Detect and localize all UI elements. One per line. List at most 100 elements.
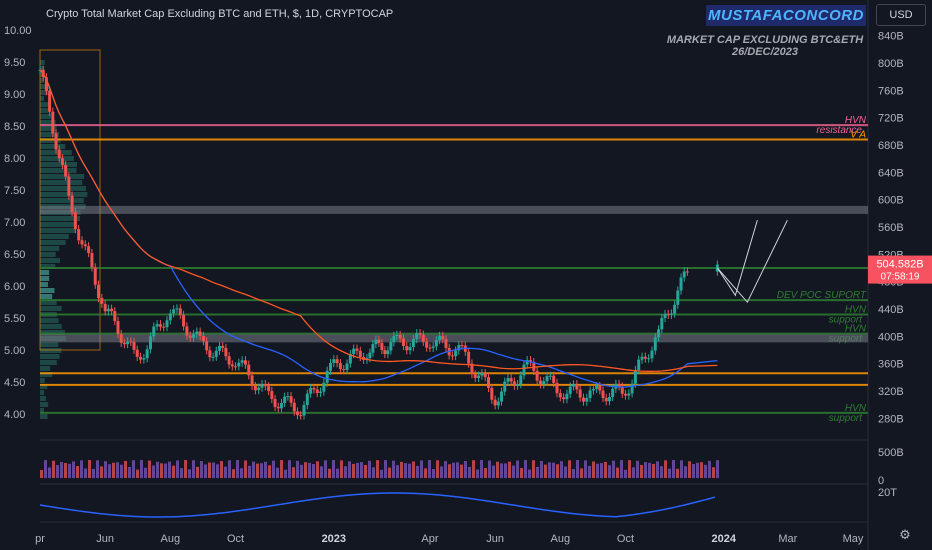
volume-bar xyxy=(328,469,331,478)
candle-body xyxy=(202,336,205,341)
candle-body xyxy=(84,244,87,246)
projection-arrow xyxy=(717,220,757,295)
volume-profile-bar xyxy=(40,186,86,191)
candle-body xyxy=(172,309,175,313)
candle-body xyxy=(494,400,497,406)
volume-bar xyxy=(436,460,439,478)
candle-body xyxy=(549,376,552,377)
currency-selector[interactable]: USD xyxy=(876,4,926,26)
candle-body xyxy=(500,392,503,402)
moving-average-line xyxy=(40,70,717,372)
y-tick-label: 840B xyxy=(878,31,904,43)
volume-bar xyxy=(60,462,63,478)
volume-bar xyxy=(508,462,511,478)
volume-bar xyxy=(232,469,235,478)
y-tick-label: 600B xyxy=(878,195,904,207)
volume-bar xyxy=(392,461,395,478)
volume-profile-bar xyxy=(40,192,87,197)
x-tick-label: Aug xyxy=(161,533,181,545)
candle-body xyxy=(506,378,509,381)
volume-bar xyxy=(520,468,523,478)
volume-bar xyxy=(528,469,531,478)
candle-body xyxy=(270,391,273,399)
volume-bar xyxy=(676,469,679,478)
candle-body xyxy=(107,309,110,312)
candle-body xyxy=(487,377,490,388)
volume-bar xyxy=(268,465,271,478)
candle-body xyxy=(415,333,418,339)
volume-bar xyxy=(588,466,591,478)
volume-bar xyxy=(608,465,611,478)
volume-bar xyxy=(656,461,659,478)
volume-bar xyxy=(524,460,527,478)
volume-bar xyxy=(220,461,223,478)
volume-tick-label: 500B xyxy=(878,447,904,459)
volume-bar xyxy=(556,464,559,478)
volume-bar xyxy=(412,461,415,478)
candle-body xyxy=(120,334,123,343)
volume-bar xyxy=(300,465,303,478)
y-tick-label: 640B xyxy=(878,167,904,179)
y-tick-label: 440B xyxy=(878,304,904,316)
candle-body xyxy=(377,340,380,343)
volume-profile-bar xyxy=(40,108,48,113)
candle-body xyxy=(539,381,542,385)
candle-body xyxy=(634,370,637,384)
volume-bar xyxy=(628,460,631,478)
y-left-tick-label: 5.00 xyxy=(4,345,25,357)
candle-body xyxy=(598,386,601,391)
candle-body xyxy=(267,386,270,391)
x-tick-label: 2023 xyxy=(322,533,346,545)
volume-profile-bar xyxy=(40,222,74,227)
volume-profile-bar xyxy=(40,360,57,365)
volume-bar xyxy=(168,462,171,478)
candle-body xyxy=(192,334,195,338)
volume-bar xyxy=(292,467,295,478)
y-left-tick-label: 10.00 xyxy=(4,25,32,37)
volume-bar xyxy=(184,460,187,478)
candle-body xyxy=(51,112,54,134)
volume-bar xyxy=(56,465,59,478)
candle-body xyxy=(100,298,103,304)
volume-bar xyxy=(396,465,399,478)
volume-bar xyxy=(428,460,431,478)
candle-body xyxy=(519,375,522,384)
candle-body xyxy=(332,359,335,363)
volume-bar xyxy=(692,464,695,478)
candle-body xyxy=(389,342,392,350)
candle-body xyxy=(536,371,539,381)
volume-bar xyxy=(536,467,539,478)
volume-bar xyxy=(112,463,115,478)
volume-bar xyxy=(128,467,131,478)
candle-body xyxy=(575,384,578,389)
volume-bar xyxy=(592,461,595,478)
candle-body xyxy=(61,158,64,165)
candle-body xyxy=(467,352,470,364)
y-tick-label: 560B xyxy=(878,222,904,234)
volume-bar xyxy=(216,464,219,478)
candle-body xyxy=(133,342,136,350)
volume-profile-bar xyxy=(40,270,49,275)
volume-bar xyxy=(668,469,671,478)
candle-body xyxy=(368,353,371,358)
volume-profile-bar xyxy=(40,396,46,401)
volume-bar xyxy=(212,463,215,478)
volume-bar xyxy=(512,466,515,478)
x-tick-label: Aug xyxy=(551,533,571,545)
volume-bar xyxy=(496,462,499,478)
x-tick-label: Jun xyxy=(486,533,504,545)
volume-bar xyxy=(612,461,615,478)
candle-body xyxy=(641,357,644,360)
volume-bar xyxy=(276,468,279,478)
candle-body xyxy=(339,363,342,369)
volume-profile-bar xyxy=(40,144,65,149)
candle-body xyxy=(572,384,575,386)
candle-body xyxy=(264,384,267,386)
volume-bar xyxy=(324,460,327,478)
gear-icon[interactable]: ⚙ xyxy=(898,528,912,542)
candle-body xyxy=(592,389,595,391)
volume-profile-bar xyxy=(40,240,66,245)
candle-body xyxy=(77,229,80,240)
candle-body xyxy=(650,351,653,359)
